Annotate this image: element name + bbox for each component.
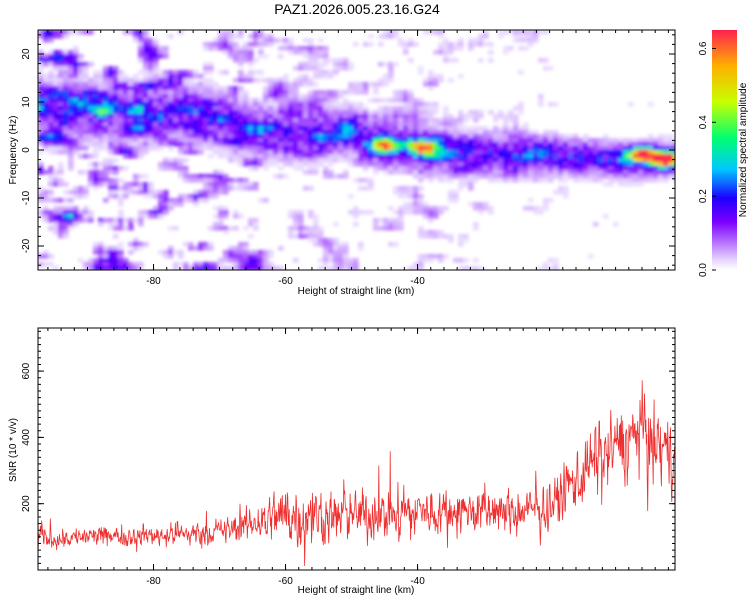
spectrogram-ticks: -80 -60 -40 -20 -10 0 10 20 xyxy=(21,30,675,287)
colorbar-tick-label: 0.0 xyxy=(698,263,709,277)
spectrogram-x-tick-label: -80 xyxy=(146,276,161,287)
colorbar-label: Normalized spectral amplitude xyxy=(738,82,749,217)
spectrogram-panel: -80 -60 -40 -20 -10 0 10 20 Height of straight … xyxy=(8,29,676,297)
snr-panel: -80 -60 -40 200 400 600 Height of straight li… xyxy=(8,327,676,596)
spectrogram-y-tick-label: 0 xyxy=(21,147,32,153)
spectrogram-heatmap xyxy=(38,30,675,270)
spectrogram-y-axis-label: Frequency (Hz) xyxy=(8,116,19,185)
snr-x-tick-label: -80 xyxy=(146,576,161,587)
spectrogram-x-tick-label: -60 xyxy=(278,276,293,287)
colorbar-tick-label: 0.6 xyxy=(698,41,709,55)
snr-y-axis-label: SNR (10 * v/v) xyxy=(8,418,19,482)
colorbar: 0.0 0.2 0.4 0.6 Normalized spectral amplitu… xyxy=(698,30,749,277)
snr-x-tick-label: -40 xyxy=(410,576,425,587)
snr-series-line xyxy=(38,380,675,566)
snr-ticks: -80 -60 -40 200 400 600 xyxy=(21,328,675,587)
snr-y-tick-label: 600 xyxy=(21,362,32,379)
colorbar-tick-label: 0.2 xyxy=(698,189,709,203)
snr-y-tick-label: 200 xyxy=(21,495,32,512)
snr-frame xyxy=(37,327,676,571)
spectrogram-y-tick-label: -20 xyxy=(21,238,32,253)
snr-x-tick-label: -60 xyxy=(278,576,293,587)
snr-y-tick-label: 400 xyxy=(21,429,32,446)
spectrogram-x-axis-label: Height of straight line (km) xyxy=(298,286,415,297)
spectrogram-y-tick-label: -10 xyxy=(21,190,32,205)
colorbar-tick-label: 0.4 xyxy=(698,115,709,129)
spectrogram-x-tick-label: -40 xyxy=(410,276,425,287)
spectrogram-y-tick-label: 10 xyxy=(21,96,32,108)
spectrogram-y-tick-label: 20 xyxy=(21,48,32,60)
figure-title: PAZ1.2026.005.23.16.G24 xyxy=(274,1,440,17)
colorbar-gradient xyxy=(712,30,737,270)
snr-x-axis-label: Height of straight line (km) xyxy=(298,585,415,596)
colorbar-ticks: 0.0 0.2 0.4 0.6 xyxy=(698,41,716,277)
